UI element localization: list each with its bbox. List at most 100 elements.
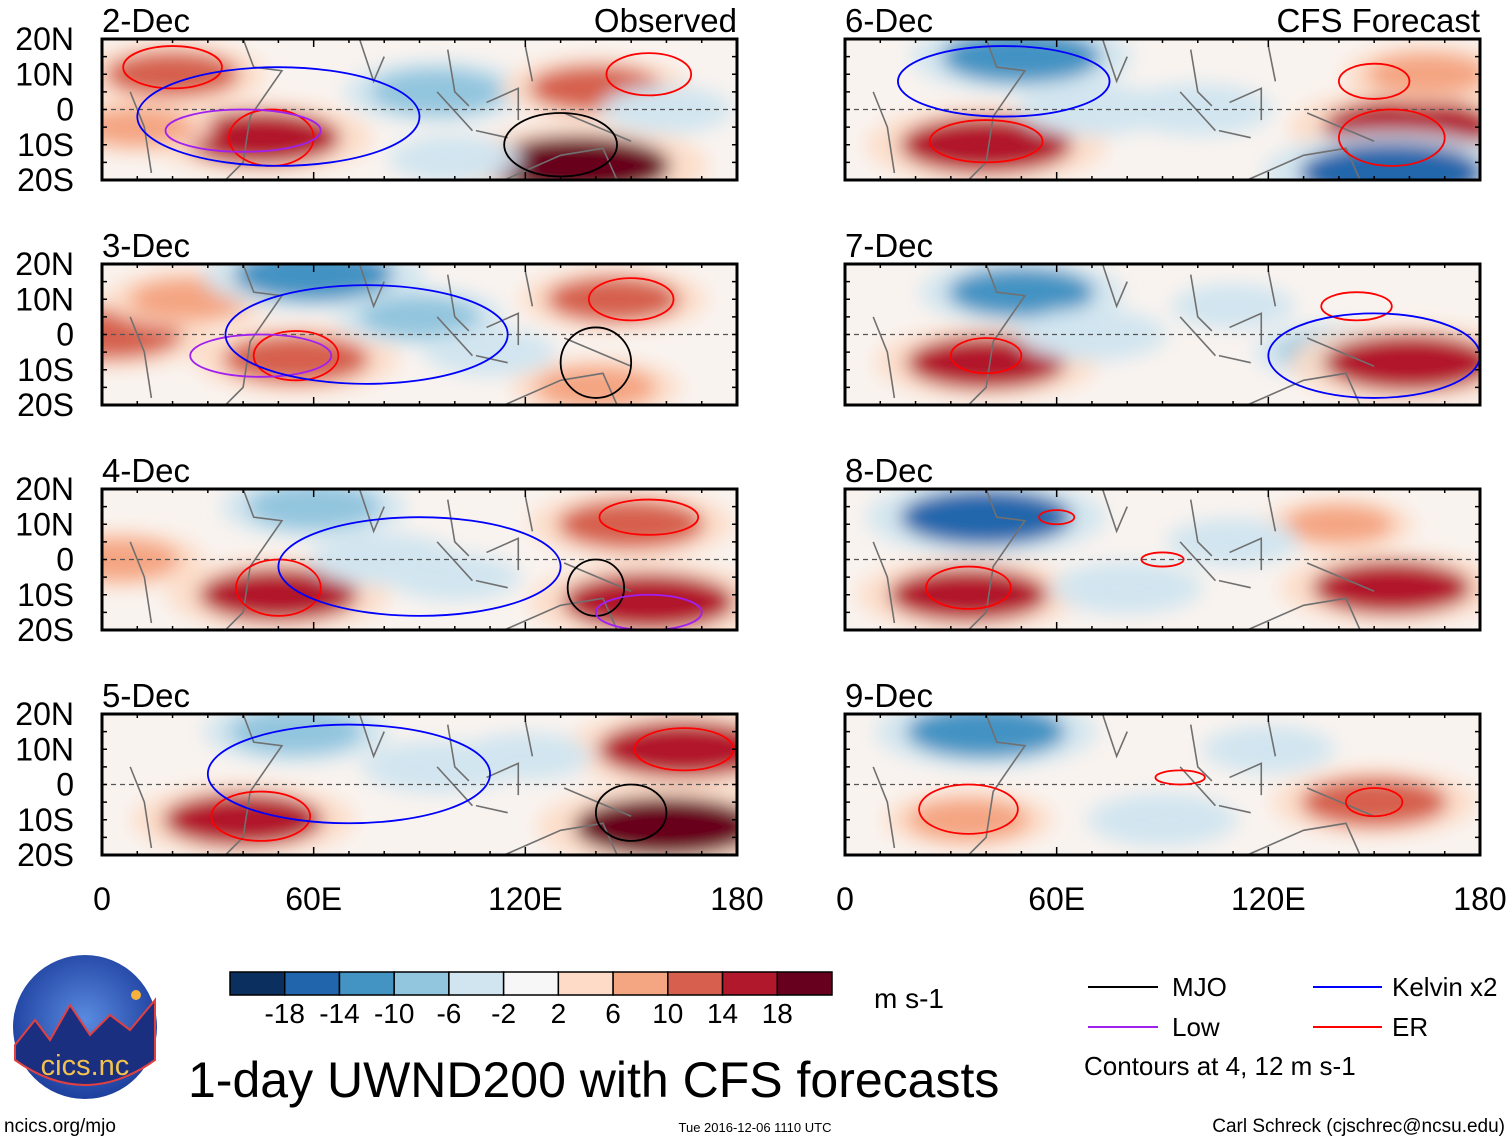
coastlines xyxy=(872,714,1375,855)
anomaly-blob xyxy=(1108,800,1217,840)
logo-text: cics.nc xyxy=(41,1050,130,1082)
anomaly-blob xyxy=(105,51,240,98)
blue-contour xyxy=(224,284,509,385)
anomaly-blob xyxy=(948,267,1095,317)
purple-contour xyxy=(595,593,703,630)
footer-author: Carl Schreck (cjschrec@ncsu.edu) xyxy=(1212,1116,1505,1137)
red-contour xyxy=(1038,509,1076,526)
colorbar-swatch xyxy=(667,971,724,996)
red-contour xyxy=(1337,62,1411,100)
y-tick-label: 10N xyxy=(15,56,74,92)
black-contour xyxy=(594,783,668,842)
figure-title: 1-day UWND200 with CFS forecasts xyxy=(188,1052,999,1108)
footer-url[interactable]: ncics.org/mjo xyxy=(4,1116,116,1137)
anomaly-blob xyxy=(358,295,481,339)
panel-date-label: 2-Dec xyxy=(102,2,190,39)
red-contour xyxy=(925,565,1012,610)
colorbar-tick-label: 10 xyxy=(652,998,683,1029)
y-tick-label: 10N xyxy=(15,281,74,317)
map-panel-6-Dec: 6-Dec CFS Forecast xyxy=(843,2,1482,182)
colorbar-swatch xyxy=(338,971,395,996)
coastlines xyxy=(129,489,632,630)
panel-date-label: 7-Dec xyxy=(845,227,933,264)
x-tick-label: 0 xyxy=(93,881,111,917)
red-contour xyxy=(1154,769,1206,786)
legend-low: Low xyxy=(1172,1012,1220,1042)
colorbar-swatch xyxy=(776,971,833,996)
anomaly-blob xyxy=(442,334,539,370)
blue-contour xyxy=(206,723,491,825)
red-contour xyxy=(598,498,700,536)
anomaly-blob xyxy=(233,264,394,302)
colorbar-tick-label: -14 xyxy=(319,998,359,1029)
red-contour xyxy=(587,277,675,322)
anomaly-blob xyxy=(485,135,671,180)
colorbar-tick-label: 6 xyxy=(605,998,621,1029)
contour-note: Contours at 4, 12 m s-1 xyxy=(1084,1051,1356,1081)
colorbar-tick-label: -2 xyxy=(491,998,516,1029)
anomaly-blob xyxy=(598,721,737,778)
panel-date-label: 6-Dec xyxy=(845,2,933,39)
panel-date-label: 3-Dec xyxy=(102,227,190,264)
map-panel-8-Dec: 8-Dec xyxy=(843,452,1482,632)
anomaly-blob xyxy=(546,276,681,323)
anomaly-blob xyxy=(1300,777,1448,827)
y-tick-label: 20S xyxy=(17,837,74,873)
purple-contour xyxy=(164,108,322,153)
coastlines xyxy=(129,264,632,405)
anomaly-blob xyxy=(907,798,1030,841)
red-contour xyxy=(252,330,340,382)
anomaly-blob xyxy=(906,336,1066,390)
anomaly-blob xyxy=(1220,731,1317,767)
colorbar-swatch xyxy=(393,971,450,996)
y-tick-label: 20S xyxy=(17,612,74,648)
colorbar-swatch xyxy=(283,971,341,996)
y-tick-label: 10N xyxy=(15,731,74,767)
anomaly-blob xyxy=(163,793,323,847)
colorbar-swatch xyxy=(721,971,779,996)
anomaly-blob xyxy=(906,714,1066,759)
y-tick-label: 20N xyxy=(15,246,74,282)
anomaly-blob xyxy=(562,573,735,630)
colorbar-swatch xyxy=(448,971,505,996)
colorbar-tick-label: -6 xyxy=(436,998,461,1029)
anomaly-blob xyxy=(900,116,1073,173)
coastlines xyxy=(872,489,1375,630)
column-label: Observed xyxy=(594,2,737,39)
y-tick-label: 10S xyxy=(17,352,74,388)
purple-contour xyxy=(189,333,333,378)
anomaly-blob xyxy=(1284,504,1394,544)
anomaly-blob xyxy=(941,39,1102,84)
y-tick-label: 10S xyxy=(17,577,74,613)
panel-date-label: 5-Dec xyxy=(102,677,190,714)
colorbar-swatch xyxy=(612,971,669,996)
anomaly-blob xyxy=(1366,53,1480,96)
coastlines xyxy=(872,39,1375,180)
coastlines xyxy=(129,39,632,180)
anomaly-blob xyxy=(618,91,715,128)
red-contour xyxy=(235,558,322,617)
anomaly-blob xyxy=(1323,334,1480,391)
legend-mjo: MJO xyxy=(1172,972,1227,1002)
y-tick-label: 20N xyxy=(15,696,74,732)
y-tick-label: 20S xyxy=(17,387,74,423)
anomaly-blob xyxy=(477,738,574,774)
colorbar-tick-label: 18 xyxy=(762,998,793,1029)
legend-kelvin: Kelvin x2 xyxy=(1392,972,1498,1002)
coastlines xyxy=(872,264,1375,405)
column-label: CFS Forecast xyxy=(1276,2,1480,39)
anomaly-blob xyxy=(574,796,737,855)
black-contour xyxy=(559,326,633,399)
anomaly-blob xyxy=(535,366,657,405)
anomaly-blob xyxy=(406,559,503,595)
colorbar: -18 -14 -10 -6 -2 2 6 10 14 18 xyxy=(229,971,833,1029)
colorbar-swatch xyxy=(229,971,286,996)
colorbar-swatch xyxy=(557,971,614,996)
x-tick-label: 60E xyxy=(285,881,342,917)
y-tick-label: 20N xyxy=(15,21,74,57)
red-contour xyxy=(1337,108,1446,167)
